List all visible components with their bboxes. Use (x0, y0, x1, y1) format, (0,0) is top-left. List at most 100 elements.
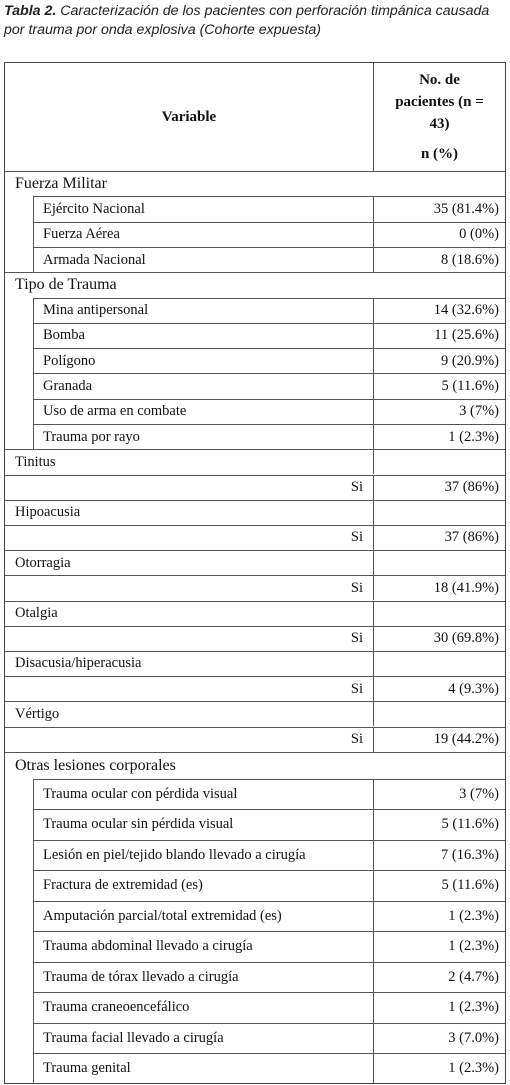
section-title: Disacusia/hiperacusia (15, 655, 142, 672)
section-heading: Tinitus (5, 449, 373, 474)
row-value-cell: 5 (11.6%) (373, 373, 505, 399)
row-label: Trauma genital (43, 1060, 131, 1077)
row-label: Granada (43, 378, 93, 395)
row-label-cell: Lesión en piel/tejido blando llevado a c… (33, 839, 373, 871)
row-label: Amputación parcial/total extremidad (es) (43, 907, 282, 924)
row-label: Bomba (43, 327, 85, 344)
row-value: 11 (25.6%) (434, 327, 499, 344)
section-heading: Otalgia (5, 600, 373, 626)
row-value: 7 (16.3%) (441, 846, 499, 863)
row-value-cell: 8 (18.6%) (373, 246, 505, 273)
row-label: Polígono (43, 352, 96, 369)
row-label: Armada Nacional (43, 251, 146, 268)
row-label: Trauma facial llevado a cirugía (43, 1029, 224, 1046)
section-title: Otorragia (15, 554, 71, 571)
row-label-cell: Uso de arma en combate (33, 398, 373, 424)
row-value: 9 (20.9%) (441, 352, 499, 369)
row-label-cell: Fractura de extremidad (es) (33, 870, 373, 901)
row-value-cell: 5 (11.6%) (373, 870, 505, 901)
row-value: 1 (2.3%) (448, 1060, 499, 1077)
row-value: 3 (7.0%) (448, 1029, 499, 1046)
row-label: Lesión en piel/tejido blando llevado a c… (43, 846, 306, 863)
row-value: 19 (44.2%) (433, 731, 499, 748)
empty-cell (373, 600, 505, 626)
empty-cell (373, 550, 505, 576)
empty-cell (373, 499, 505, 525)
section-heading: Fuerza Militar (5, 171, 505, 196)
table: Variable No. de pacientes (n = 43) n (%)… (4, 62, 506, 1084)
row-label-cell: Si (5, 676, 373, 701)
caption-label: Tabla 2. (4, 3, 57, 19)
row-label: Trauma por rayo (43, 428, 140, 445)
row-value-cell: 0 (0%) (373, 221, 505, 247)
section-title: Otras lesiones corporales (15, 756, 176, 774)
row-value-cell: 1 (2.3%) (373, 931, 505, 962)
row-value-cell: 18 (41.9%) (373, 575, 505, 601)
row-label-cell: Si (5, 575, 373, 600)
row-label: Si (350, 680, 363, 697)
row-label-cell: Si (5, 524, 373, 550)
header-unit: n (%) (420, 146, 459, 162)
row-label-cell: Trauma abdominal llevado a cirugía (33, 931, 373, 962)
row-value: 30 (69.8%) (433, 630, 499, 647)
row-label-cell: Fuerza Aérea (33, 221, 373, 247)
empty-cell (373, 449, 505, 475)
section-heading: Vértigo (5, 701, 373, 726)
row-label-cell: Trauma genital (33, 1053, 373, 1084)
row-label-cell: Trauma craneoencefálico (33, 992, 373, 1023)
section-heading: Hipoacusia (5, 499, 373, 525)
row-value: 37 (86%) (444, 529, 499, 546)
row-label: Si (350, 479, 363, 496)
row-label: Uso de arma en combate (43, 403, 187, 420)
row-label: Trauma de tórax llevado a cirugía (43, 968, 239, 985)
row-value-cell: 1 (2.3%) (373, 900, 505, 932)
row-label-cell: Trauma facial llevado a cirugía (33, 1022, 373, 1054)
row-value-cell: 35 (81.4%) (373, 196, 505, 222)
row-value: 1 (2.3%) (448, 938, 499, 955)
row-value-cell: 3 (7%) (373, 398, 505, 424)
section-title: Hipoacusia (15, 504, 81, 521)
header-cell: Variable (5, 63, 373, 171)
section-heading: Otras lesiones corporales (5, 751, 505, 779)
row-label-cell: Si (5, 625, 373, 651)
row-label-cell: Ejército Nacional (33, 196, 373, 222)
row-label-cell: Bomba (33, 322, 373, 349)
row-value-cell: 4 (9.3%) (373, 676, 505, 702)
row-label: Ejército Nacional (43, 200, 145, 217)
row-value: 37 (86%) (444, 479, 499, 496)
row-label-cell: Polígono (33, 348, 373, 374)
header-cell: No. de pacientes (n = 43) n (%) (373, 63, 505, 171)
row-label: Fuerza Aérea (43, 226, 120, 243)
row-label-cell: Granada (33, 373, 373, 399)
row-label-cell: Si (5, 474, 373, 500)
row-value: 3 (7%) (459, 785, 499, 802)
row-value-cell: 2 (4.7%) (373, 961, 505, 993)
row-label-cell: Trauma de tórax llevado a cirugía (33, 961, 373, 993)
section-heading: Disacusia/hiperacusia (5, 650, 373, 676)
row-value: 0 (0%) (459, 226, 499, 243)
section-title: Tipo de Trauma (15, 276, 117, 294)
row-label-cell: Trauma ocular sin pérdida visual (33, 809, 373, 840)
row-value: 1 (2.3%) (448, 999, 499, 1016)
row-label: Si (350, 529, 363, 546)
row-label: Trauma craneoencefálico (43, 999, 190, 1016)
row-value: 5 (11.6%) (441, 877, 499, 894)
row-value-cell: 1 (2.3%) (373, 1053, 505, 1084)
row-label: Si (350, 579, 363, 596)
section-heading: Otorragia (5, 550, 373, 575)
header-variable: Variable (161, 108, 217, 125)
row-value-cell: 11 (25.6%) (373, 322, 505, 349)
row-value: 3 (7%) (459, 403, 499, 420)
row-value: 4 (9.3%) (448, 680, 499, 697)
empty-cell (373, 701, 505, 727)
row-label: Mina antipersonal (43, 302, 149, 319)
row-value: 8 (18.6%) (441, 251, 499, 268)
row-label: Trauma ocular con pérdida visual (43, 785, 238, 802)
row-value: 14 (32.6%) (433, 302, 499, 319)
row-value: 1 (2.3%) (448, 907, 499, 924)
row-label: Trauma ocular sin pérdida visual (43, 816, 234, 833)
row-value-cell: 9 (20.9%) (373, 348, 505, 374)
row-label-cell: Trauma por rayo (33, 424, 373, 450)
row-value: 2 (4.7%) (448, 968, 499, 985)
